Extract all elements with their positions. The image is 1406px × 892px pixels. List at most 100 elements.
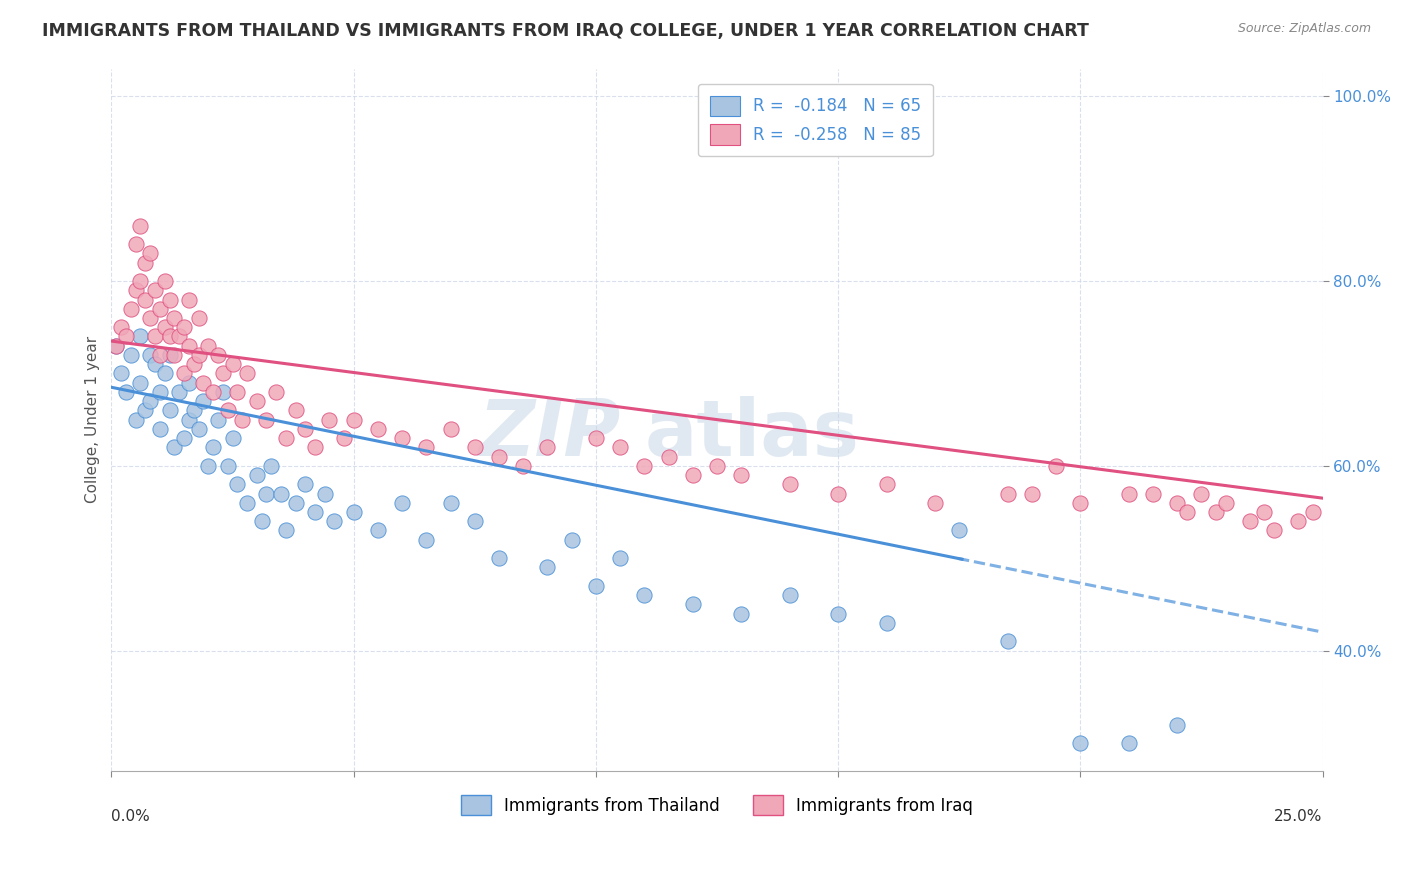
Point <box>153 274 176 288</box>
Text: 25.0%: 25.0% <box>1274 809 1323 824</box>
Point <box>159 329 181 343</box>
Point <box>149 384 172 399</box>
Text: IMMIGRANTS FROM THAILAND VS IMMIGRANTS FROM IRAQ COLLEGE, UNDER 1 YEAR CORRELATI: IMMIGRANTS FROM THAILAND VS IMMIGRANTS F… <box>42 22 1090 40</box>
Point <box>193 394 215 409</box>
Point <box>439 496 461 510</box>
Point <box>536 560 558 574</box>
Point <box>536 440 558 454</box>
Point <box>318 412 340 426</box>
Point <box>1069 736 1091 750</box>
Point <box>120 348 142 362</box>
Point <box>1239 514 1261 528</box>
Point <box>1215 496 1237 510</box>
Point <box>221 431 243 445</box>
Point <box>221 357 243 371</box>
Point <box>314 486 336 500</box>
Point <box>1118 486 1140 500</box>
Point <box>633 588 655 602</box>
Point <box>143 329 166 343</box>
Point <box>1166 717 1188 731</box>
Point <box>139 348 162 362</box>
Point <box>730 607 752 621</box>
Point <box>129 329 152 343</box>
Point <box>211 367 233 381</box>
Point <box>183 403 205 417</box>
Point <box>876 615 898 630</box>
Point <box>139 394 162 409</box>
Point <box>124 283 146 297</box>
Point <box>779 477 801 491</box>
Point <box>1253 505 1275 519</box>
Text: ZIP: ZIP <box>478 396 620 472</box>
Point <box>177 412 200 426</box>
Point <box>274 431 297 445</box>
Point <box>730 468 752 483</box>
Point <box>367 524 389 538</box>
Point <box>202 440 225 454</box>
Point <box>464 514 486 528</box>
Text: Source: ZipAtlas.com: Source: ZipAtlas.com <box>1237 22 1371 36</box>
Point <box>163 310 186 325</box>
Point <box>343 412 366 426</box>
Point <box>284 403 307 417</box>
Point <box>260 458 283 473</box>
Point <box>197 458 219 473</box>
Point <box>105 339 128 353</box>
Point <box>876 477 898 491</box>
Point <box>211 384 233 399</box>
Point <box>149 422 172 436</box>
Point <box>488 551 510 566</box>
Point <box>633 458 655 473</box>
Point <box>143 283 166 297</box>
Point <box>187 348 209 362</box>
Point <box>1069 496 1091 510</box>
Point <box>827 607 849 621</box>
Point <box>512 458 534 473</box>
Point <box>439 422 461 436</box>
Legend: Immigrants from Thailand, Immigrants from Iraq: Immigrants from Thailand, Immigrants fro… <box>454 789 980 822</box>
Point <box>682 468 704 483</box>
Point <box>827 486 849 500</box>
Point <box>134 293 156 307</box>
Point <box>159 293 181 307</box>
Text: atlas: atlas <box>644 396 859 472</box>
Point <box>682 598 704 612</box>
Point <box>1302 505 1324 519</box>
Point <box>207 412 229 426</box>
Point <box>924 496 946 510</box>
Point <box>149 348 172 362</box>
Point <box>187 422 209 436</box>
Point <box>177 339 200 353</box>
Point <box>231 412 253 426</box>
Point <box>415 533 437 547</box>
Point <box>391 496 413 510</box>
Point <box>167 329 190 343</box>
Point <box>124 412 146 426</box>
Point <box>294 422 316 436</box>
Point <box>143 357 166 371</box>
Point <box>1118 736 1140 750</box>
Point <box>110 367 132 381</box>
Point <box>706 458 728 473</box>
Point <box>193 376 215 390</box>
Point <box>250 514 273 528</box>
Point <box>207 348 229 362</box>
Point <box>1142 486 1164 500</box>
Point <box>284 496 307 510</box>
Point <box>415 440 437 454</box>
Point <box>217 458 239 473</box>
Point <box>115 384 138 399</box>
Point <box>488 450 510 464</box>
Point <box>304 505 326 519</box>
Point <box>129 376 152 390</box>
Point <box>159 403 181 417</box>
Point <box>343 505 366 519</box>
Point <box>226 477 249 491</box>
Point <box>129 219 152 233</box>
Point <box>177 293 200 307</box>
Point <box>202 384 225 399</box>
Point <box>997 486 1019 500</box>
Point <box>246 394 269 409</box>
Point <box>163 348 186 362</box>
Point <box>139 246 162 260</box>
